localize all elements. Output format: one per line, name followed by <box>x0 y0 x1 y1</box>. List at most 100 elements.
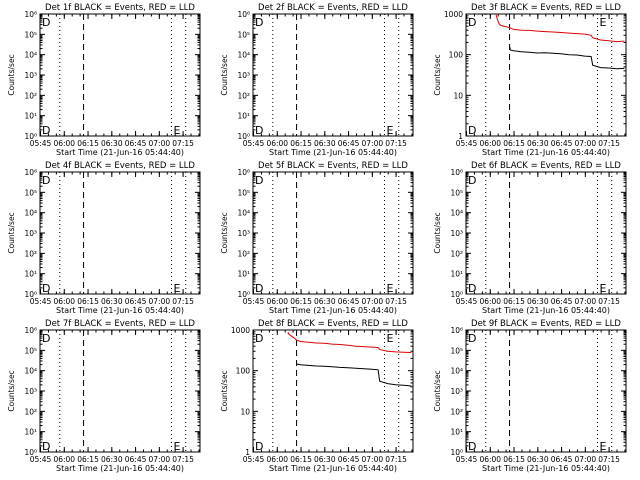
x-tick-label: 06:45 <box>551 139 573 148</box>
y-tick-label: 10⁵ <box>237 188 250 197</box>
y-tick-label: 10¹ <box>450 428 463 437</box>
y-tick-label: 10⁶ <box>450 326 463 335</box>
marker-d: D <box>468 124 476 137</box>
x-tick-label: 07:15 <box>598 139 620 148</box>
y-tick-label: 100 <box>236 367 251 376</box>
y-axis-label: Counts/sec <box>7 212 16 253</box>
chart-title: Det 7f BLACK = Events, RED = LLD <box>45 319 195 329</box>
x-tick-label: 07:15 <box>385 297 407 306</box>
y-tick-label: 10³ <box>24 71 37 80</box>
y-tick-label: 10² <box>237 249 250 258</box>
marker-d: D <box>468 16 476 29</box>
y-tick-label: 10⁵ <box>24 188 37 197</box>
y-tick-label: 10² <box>24 91 37 100</box>
x-tick-label: 06:30 <box>527 297 549 306</box>
plot-frame <box>39 13 201 137</box>
y-axis-label: Counts/sec <box>433 54 442 95</box>
x-tick-label: 06:00 <box>266 297 288 306</box>
chart-title: Det 8f BLACK = Events, RED = LLD <box>258 319 408 329</box>
x-tick-label: 06:00 <box>479 139 501 148</box>
x-tick-label: 07:00 <box>575 297 597 306</box>
x-tick-label: 07:15 <box>172 297 194 306</box>
x-tick-label: 07:00 <box>149 297 171 306</box>
chart-title: Det 1f BLACK = Events, RED = LLD <box>45 3 195 13</box>
x-tick-label: 06:15 <box>77 139 99 148</box>
marker-d: D <box>468 174 476 187</box>
x-tick-label: 05:45 <box>456 297 478 306</box>
marker-e: E <box>599 440 606 453</box>
y-tick-label: 1000 <box>444 10 463 19</box>
y-tick-label: 10⁴ <box>450 209 463 218</box>
y-tick-label: 10⁵ <box>237 30 250 39</box>
y-tick-label: 10⁵ <box>450 346 463 355</box>
y-tick-label: 1 <box>458 132 463 141</box>
x-tick-label: 06:45 <box>551 455 573 464</box>
x-tick-label: 06:45 <box>338 455 360 464</box>
chart-panel-6: Det 6f BLACK = Events, RED = LLD 05:45 06:… <box>433 161 627 315</box>
y-tick-label: 10⁴ <box>237 209 250 218</box>
marker-d: D <box>468 282 476 295</box>
plot-frame <box>39 329 201 453</box>
x-tick-label: 07:15 <box>598 297 620 306</box>
chart-title: Det 2f BLACK = Events, RED = LLD <box>258 3 408 13</box>
marker-d: D <box>468 332 476 345</box>
y-tick-label: 10⁰ <box>237 290 250 299</box>
y-tick-label: 10⁰ <box>450 290 463 299</box>
y-tick-label: 10⁶ <box>24 10 37 19</box>
y-tick-label: 10⁰ <box>24 290 37 299</box>
x-tick-label: 07:00 <box>575 455 597 464</box>
x-tick-label: 06:30 <box>101 455 123 464</box>
y-tick-label: 10² <box>237 91 250 100</box>
marker-d: D <box>255 16 263 29</box>
x-tick-label: 06:30 <box>101 139 123 148</box>
x-axis-label: Start Time (21-Jun-16 05:44:40) <box>269 148 397 157</box>
y-tick-label: 10¹ <box>237 270 250 279</box>
plot-frame <box>39 171 201 295</box>
y-tick-label: 10⁶ <box>450 168 463 177</box>
x-tick-label: 05:45 <box>243 455 265 464</box>
y-tick-label: 100 <box>449 51 464 60</box>
chart-title: Det 6f BLACK = Events, RED = LLD <box>471 161 621 171</box>
plot-frame <box>465 329 627 453</box>
y-axis-label: Counts/sec <box>7 370 16 411</box>
x-tick-label: 06:15 <box>290 455 312 464</box>
x-tick-label: 05:45 <box>30 455 52 464</box>
marker-d: D <box>255 332 263 345</box>
marker-d: D <box>42 282 50 295</box>
marker-e: E <box>173 440 180 453</box>
plot-frame <box>252 171 414 295</box>
y-axis-label: Counts/sec <box>220 370 229 411</box>
x-tick-label: 05:45 <box>243 139 265 148</box>
x-tick-label: 06:30 <box>314 455 336 464</box>
x-tick-label: 05:45 <box>243 297 265 306</box>
x-axis-label: Start Time (21-Jun-16 05:44:40) <box>56 148 184 157</box>
y-tick-label: 1000 <box>231 326 250 335</box>
marker-e: E <box>599 16 606 29</box>
x-tick-label: 06:00 <box>53 455 75 464</box>
x-tick-label: 06:15 <box>503 297 525 306</box>
y-tick-label: 10⁴ <box>24 51 37 60</box>
x-axis-label: Start Time (21-Jun-16 05:44:40) <box>269 306 397 315</box>
x-tick-label: 05:45 <box>30 297 52 306</box>
x-tick-label: 06:15 <box>77 455 99 464</box>
y-tick-label: 10³ <box>450 387 463 396</box>
y-tick-label: 10⁴ <box>237 51 250 60</box>
y-tick-label: 10² <box>450 407 463 416</box>
y-tick-label: 10³ <box>24 387 37 396</box>
x-tick-label: 06:30 <box>527 139 549 148</box>
y-tick-label: 10 <box>453 91 463 100</box>
plot-frame <box>252 13 414 137</box>
y-tick-label: 10³ <box>237 229 250 238</box>
y-tick-label: 10² <box>24 249 37 258</box>
plot-frame <box>252 329 414 453</box>
y-tick-label: 10⁶ <box>237 10 250 19</box>
x-tick-label: 06:45 <box>338 297 360 306</box>
x-tick-label: 06:00 <box>266 455 288 464</box>
x-tick-label: 07:00 <box>149 455 171 464</box>
y-tick-label: 10⁰ <box>24 132 37 141</box>
y-tick-label: 10⁵ <box>24 30 37 39</box>
